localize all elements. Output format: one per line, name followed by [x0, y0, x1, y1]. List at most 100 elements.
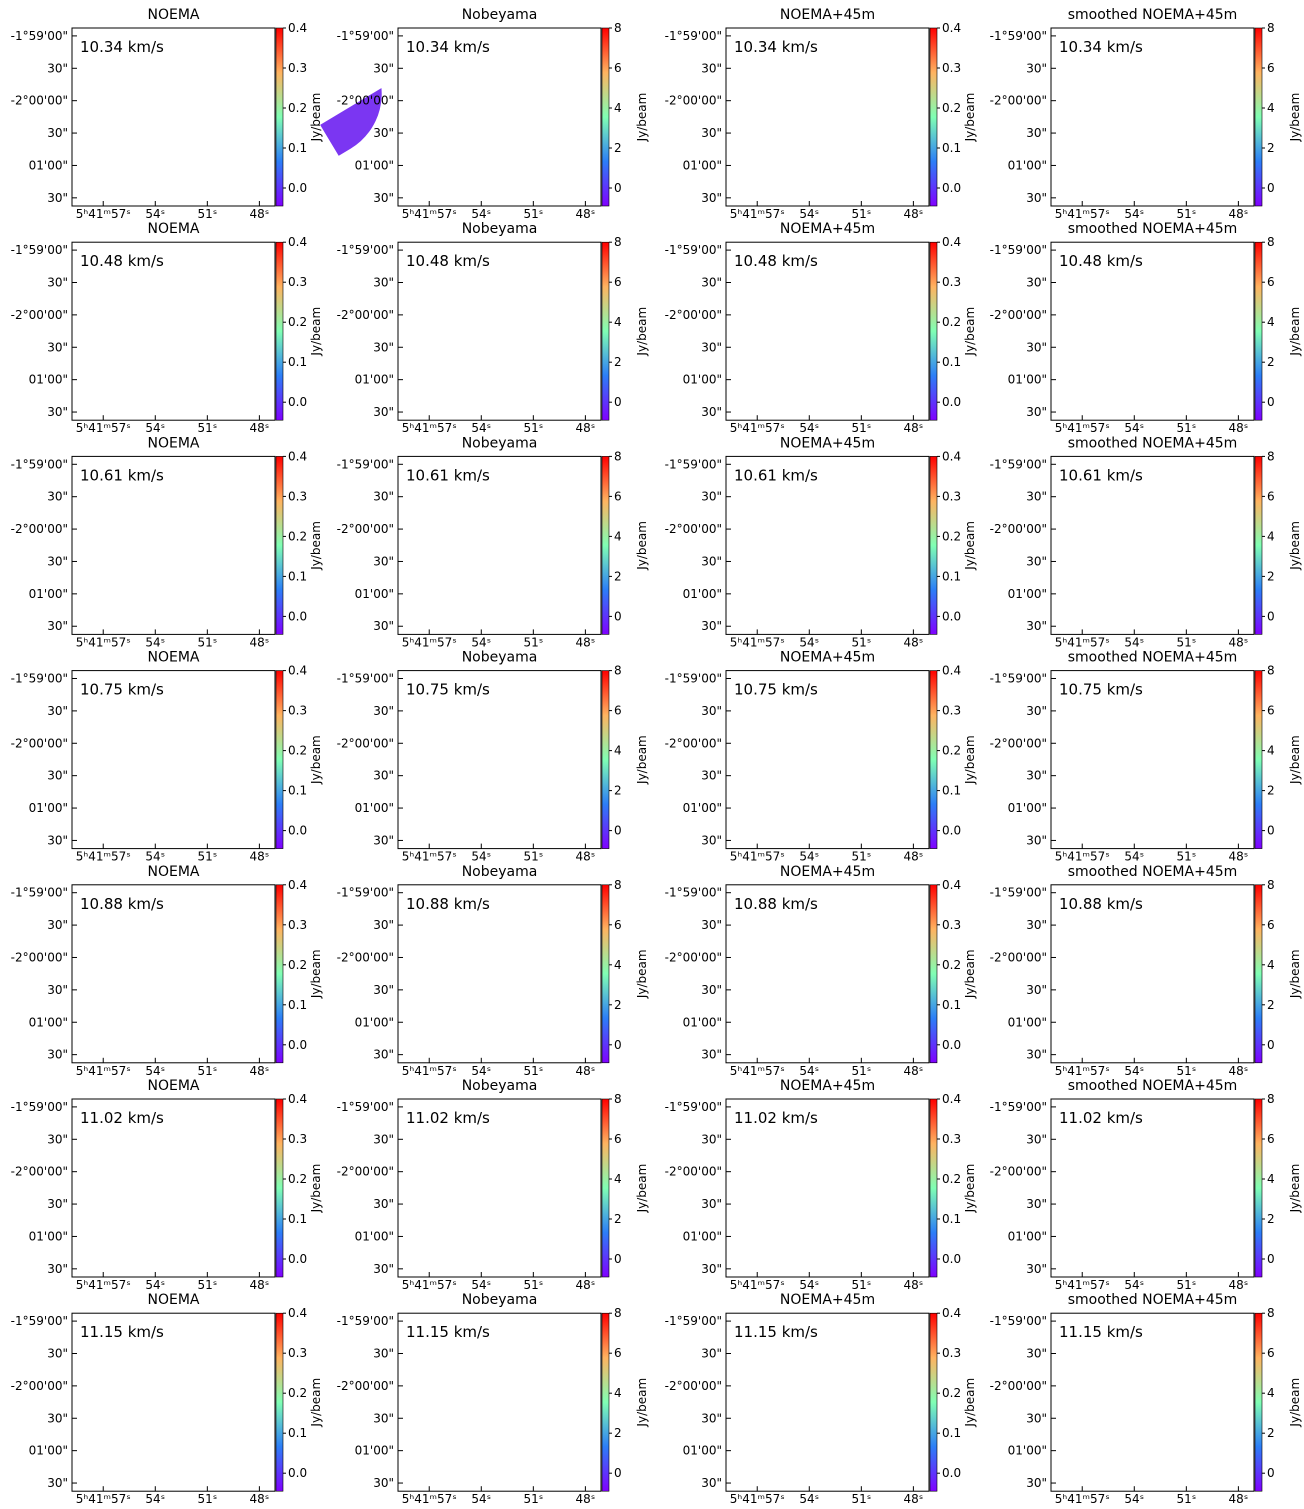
panel-title: Nobeyama: [462, 221, 538, 237]
colorbar: [602, 28, 609, 206]
colorbar-label: Jy/beam: [1288, 307, 1302, 357]
colorbar-tick-label: 4: [614, 315, 622, 329]
x-tick-label: 54ˢ: [799, 1492, 819, 1505]
colorbar-tick-label: 8: [614, 449, 622, 463]
colorbar-tick-label: 6: [1267, 1346, 1275, 1360]
panel: NOEMA10.88 km/s5ʰ41ᵐ57ˢ54ˢ51ˢ48ˢ-1°59'00…: [11, 863, 406, 1127]
x-tick-label: 54ˢ: [799, 850, 819, 864]
y-tick-label: -2°00'00": [990, 308, 1047, 322]
y-tick-label: 30": [701, 619, 722, 633]
y-tick-label: 30": [373, 704, 394, 718]
y-tick-label: -2°00'00": [990, 94, 1047, 108]
y-tick-label: 01'00": [29, 373, 68, 387]
x-tick-label: 54ˢ: [471, 850, 491, 864]
colorbar-tick-label: 0.3: [288, 489, 307, 503]
y-tick-label: 30": [47, 1262, 68, 1276]
y-tick-label: 30": [47, 405, 68, 419]
colorbar-tick-label: 0.2: [942, 315, 961, 329]
panel-title: NOEMA+45m: [780, 1292, 875, 1308]
y-tick-label: 01'00": [29, 1229, 68, 1243]
x-tick-label: 48ˢ: [250, 1064, 270, 1078]
colorbar-tick-label: 8: [614, 21, 622, 35]
x-tick-label: 51ˢ: [851, 207, 871, 221]
y-tick-label: 30": [701, 1411, 722, 1425]
colorbar-tick-label: 2: [1267, 998, 1275, 1012]
y-tick-label: -1°59'00": [990, 29, 1047, 43]
colorbar-tick-label: 0: [1267, 824, 1275, 838]
colorbar: [602, 1313, 609, 1491]
y-tick-label: 30": [1026, 918, 1047, 932]
panel-title: smoothed NOEMA+45m: [1068, 650, 1238, 666]
colorbar-tick-label: 0: [614, 395, 622, 409]
colorbar-tick-label: 0.4: [942, 235, 961, 249]
colorbar: [930, 28, 937, 206]
colorbar-tick-label: 4: [1267, 744, 1275, 758]
velocity-label: 11.02 km/s: [734, 1109, 818, 1127]
colorbar-tick-label: 0.2: [942, 958, 961, 972]
y-tick-label: 30": [373, 619, 394, 633]
x-tick-label: 48ˢ: [904, 207, 924, 221]
y-tick-label: 30": [47, 1476, 68, 1490]
y-tick-label: 30": [47, 983, 68, 997]
colorbar: [276, 885, 283, 1063]
panel-title: smoothed NOEMA+45m: [1068, 864, 1238, 880]
colorbar-label: Jy/beam: [963, 1378, 977, 1428]
y-tick-label: 30": [47, 61, 68, 75]
x-tick-label: 51ˢ: [197, 850, 217, 864]
x-tick-label: 48ˢ: [1229, 850, 1249, 864]
colorbar: [1255, 28, 1262, 206]
y-tick-label: 01'00": [355, 801, 394, 815]
colorbar-tick-label: 0.1: [288, 998, 307, 1012]
y-tick-label: 30": [1026, 340, 1047, 354]
velocity-label: 10.34 km/s: [1059, 38, 1143, 56]
colorbar-tick-label: 2: [1267, 1212, 1275, 1226]
panel-title: smoothed NOEMA+45m: [1068, 435, 1238, 451]
y-tick-label: 01'00": [29, 158, 68, 172]
y-tick-label: -2°00'00": [11, 522, 68, 536]
colorbar-tick-label: 0.2: [942, 101, 961, 115]
colorbar-tick-label: 2: [1267, 1426, 1275, 1440]
x-tick-label: 48ˢ: [576, 1064, 596, 1078]
velocity-label: 11.02 km/s: [80, 1109, 164, 1127]
panel-title: Nobeyama: [462, 7, 538, 23]
y-tick-label: -2°00'00": [665, 950, 722, 964]
colorbar-tick-label: 0.0: [942, 1466, 961, 1480]
x-tick-label: 51ˢ: [197, 421, 217, 435]
y-tick-label: -1°59'00": [990, 672, 1047, 686]
x-tick-label: 48ˢ: [904, 850, 924, 864]
colorbar-tick-label: 0.4: [288, 21, 307, 35]
x-tick-label: 5ʰ41ᵐ57ˢ: [1055, 421, 1110, 435]
colorbar-tick-label: 4: [614, 1172, 622, 1186]
panel-title: NOEMA+45m: [780, 221, 875, 237]
x-tick-label: 54ˢ: [1124, 1064, 1144, 1078]
x-tick-label: 54ˢ: [799, 635, 819, 649]
colorbar-tick-label: 2: [614, 998, 622, 1012]
panel: NOEMA10.75 km/s5ʰ41ᵐ57ˢ54ˢ51ˢ48ˢ-1°59'00…: [11, 648, 406, 912]
colorbar-tick-label: 6: [1267, 489, 1275, 503]
y-tick-label: -2°00'00": [665, 94, 722, 108]
y-tick-label: 30": [1026, 61, 1047, 75]
colorbar-tick-label: 0.3: [942, 918, 961, 932]
x-tick-label: 48ˢ: [250, 850, 270, 864]
x-tick-label: 54ˢ: [1124, 1492, 1144, 1505]
x-tick-label: 51ˢ: [1176, 1492, 1196, 1505]
velocity-label: 10.88 km/s: [406, 895, 490, 913]
y-tick-label: 30": [1026, 833, 1047, 847]
y-tick-label: 30": [47, 1346, 68, 1360]
y-tick-label: -2°00'00": [665, 522, 722, 536]
x-tick-label: 54ˢ: [799, 207, 819, 221]
colorbar-tick-label: 0.4: [288, 235, 307, 249]
colorbar-tick-label: 0.1: [942, 1426, 961, 1440]
y-tick-label: 01'00": [1008, 158, 1047, 172]
velocity-label: 11.02 km/s: [1059, 1109, 1143, 1127]
colorbar-label: Jy/beam: [309, 307, 323, 357]
y-tick-label: 30": [1026, 1132, 1047, 1146]
y-tick-label: 01'00": [355, 158, 394, 172]
x-tick-label: 5ʰ41ᵐ57ˢ: [1055, 1278, 1110, 1292]
y-tick-label: 30": [1026, 1262, 1047, 1276]
y-tick-label: 30": [1026, 405, 1047, 419]
y-tick-label: -1°59'00": [11, 672, 68, 686]
x-tick-label: 5ʰ41ᵐ57ˢ: [1055, 1492, 1110, 1505]
colorbar-tick-label: 6: [614, 489, 622, 503]
